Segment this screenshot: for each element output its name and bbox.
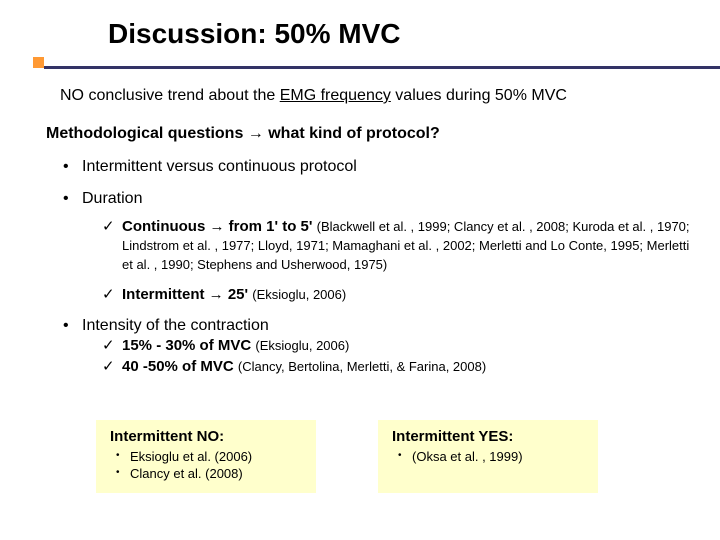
accent-square [33, 57, 44, 68]
bullet-intensity-text: Intensity of the contraction [82, 317, 269, 334]
check-intermittent: Intermittent → 25' (Eksioglu, 2006) [100, 286, 690, 305]
i2-label: 40 -50% of MVC [122, 358, 238, 375]
box-intermittent-yes: Intermittent YES: (Oksa et al. , 1999) [378, 420, 598, 493]
box-intermittent-no: Intermittent NO: Eksioglu et al. (2006) … [96, 420, 316, 493]
cont-val: from 1' to 5' [224, 218, 316, 235]
bullet-intensity: Intensity of the contraction [60, 317, 690, 335]
cont-label: Continuous [122, 218, 209, 235]
mq-prefix: Methodological questions [46, 125, 248, 142]
arrow-icon: → [248, 125, 264, 142]
method-question: Methodological questions → what kind of … [46, 124, 690, 144]
int-val: 25' [224, 286, 253, 303]
title-underline [44, 66, 720, 69]
intro-suffix: values during 50% MVC [391, 87, 567, 104]
bullet-duration: Duration [60, 190, 690, 208]
check-continuous: Continuous → from 1' to 5' (Blackwell et… [100, 218, 690, 274]
box-yes-item: (Oksa et al. , 1999) [392, 449, 584, 466]
check-40-50: 40 -50% of MVC (Clancy, Bertolina, Merle… [100, 358, 690, 377]
box-no-title: Intermittent NO: [110, 428, 302, 445]
boxes-row: Intermittent NO: Eksioglu et al. (2006) … [96, 420, 598, 493]
i1-refs: (Eksioglu, 2006) [255, 338, 349, 353]
bullet-protocol: Intermittent versus continuous protocol [60, 158, 690, 176]
arrow-icon: → [209, 218, 224, 235]
box-no-item: Clancy et al. (2008) [110, 466, 302, 483]
intro-underlined: EMG frequency [280, 87, 391, 104]
check-15-30: 15% - 30% of MVC (Eksioglu, 2006) [100, 337, 690, 356]
box-no-item: Eksioglu et al. (2006) [110, 449, 302, 466]
bullet-duration-text: Duration [82, 190, 142, 207]
bullet-protocol-text: Intermittent versus continuous protocol [82, 158, 357, 175]
mq-suffix: what kind of protocol? [264, 125, 440, 142]
box-yes-title: Intermittent YES: [392, 428, 584, 445]
arrow-icon: → [209, 286, 224, 303]
int-refs: (Eksioglu, 2006) [252, 287, 346, 302]
i1-label: 15% - 30% of MVC [122, 337, 255, 354]
intro-line: NO conclusive trend about the EMG freque… [60, 86, 690, 106]
slide-title: Discussion: 50% MVC [108, 18, 720, 50]
content-area: NO conclusive trend about the EMG freque… [0, 86, 720, 383]
intro-prefix: NO conclusive trend about the [60, 87, 280, 104]
int-label: Intermittent [122, 286, 209, 303]
i2-refs: (Clancy, Bertolina, Merletti, & Farina, … [238, 359, 486, 374]
